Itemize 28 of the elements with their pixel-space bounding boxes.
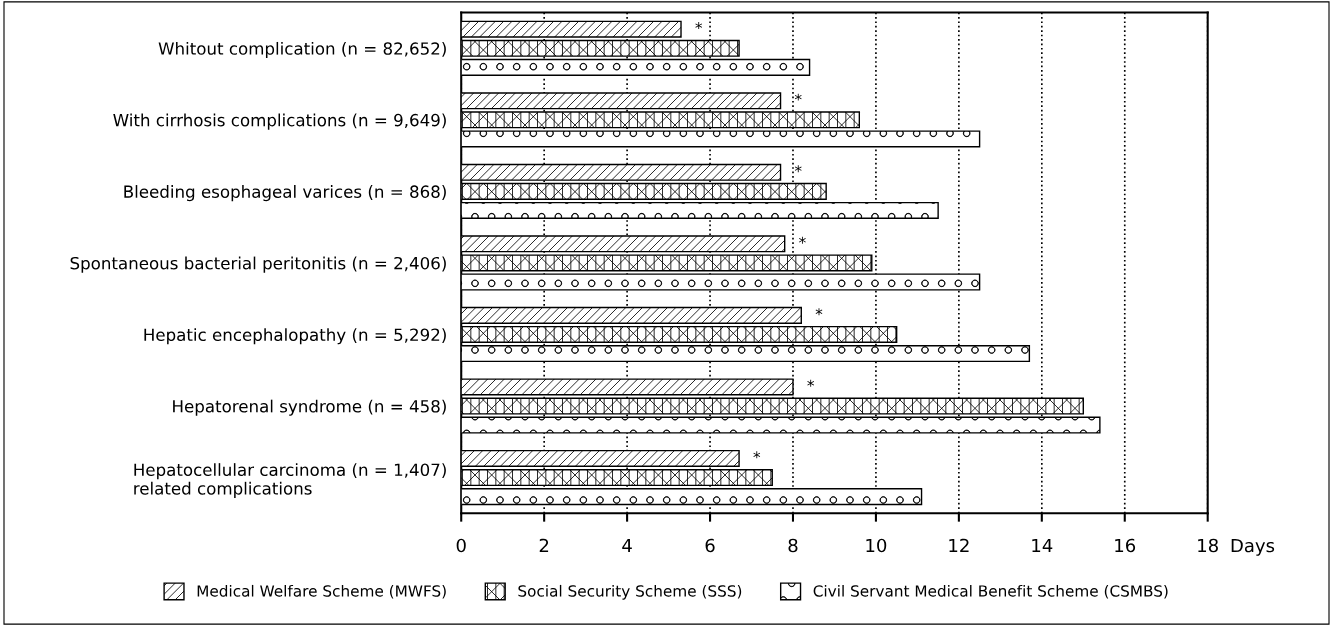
legend-label: Medical Welfare Scheme (MWFS) [197, 584, 446, 599]
x-tick-label: 8 [788, 538, 798, 553]
x-tick-label: 0 [456, 538, 466, 553]
data-label: * [753, 451, 761, 459]
x-tick-label: 16 [1115, 538, 1136, 553]
y-tick-label: Hepatorenal syndrome (n = 458) [173, 399, 446, 416]
x-tick-label: 14 [1032, 538, 1053, 553]
y-tick-label: Whitout complication (n = 82,652) [158, 41, 446, 59]
data-label: * [794, 93, 802, 101]
x-tick-label: 2 [539, 538, 549, 553]
y-tick-label: Spontaneous bacterial peritonitis (n = 2,406) [70, 256, 446, 273]
legend-label: Social Security Scheme (SSS) [518, 584, 742, 600]
x-axis-title: Days [1231, 538, 1275, 556]
data-label: * [815, 308, 823, 316]
x-tick-label: 12 [949, 538, 969, 553]
data-label: * [807, 379, 815, 387]
x-tick-label: 18 [1198, 538, 1218, 553]
data-label: * [799, 236, 806, 244]
x-tick-label: 6 [705, 538, 715, 553]
x-tick-label: 4 [622, 538, 632, 553]
y-tick-label: Hepatocellular carcinoma (n = 1,407) related complications [134, 463, 446, 498]
legend-label: Civil Servant Medical Benefit Scheme (CSMBS) [813, 584, 1168, 599]
data-label: * [695, 22, 703, 30]
data-label: * [794, 165, 802, 173]
y-tick-label: With cirrhosis complications (n = 9,649) [113, 113, 446, 130]
x-tick-label: 10 [866, 538, 887, 553]
y-tick-label: Hepatic encephalopathy (n = 5,292) [144, 328, 446, 345]
y-tick-label: Bleeding esophageal varices (n = 868) [124, 185, 446, 202]
